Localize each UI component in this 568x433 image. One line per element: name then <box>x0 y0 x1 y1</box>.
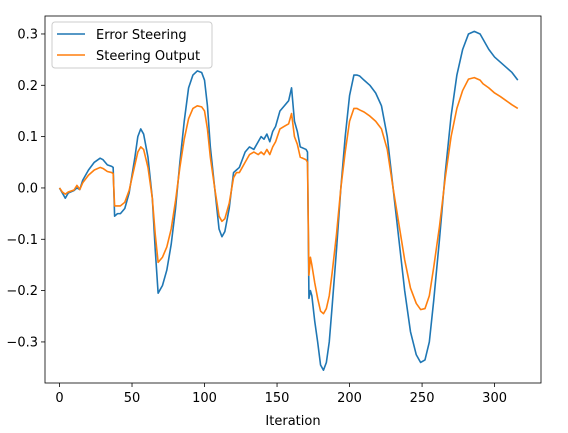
x-tick-label: 250 <box>410 391 435 406</box>
x-tick-label: 300 <box>482 391 507 406</box>
x-tick-label: 100 <box>192 391 217 406</box>
legend-box <box>51 21 213 69</box>
y-tick-label: −0.3 <box>6 335 38 350</box>
legend-label-steering-output: Steering Output <box>96 49 200 64</box>
y-tick-label: 0.3 <box>17 27 38 42</box>
y-tick-label: −0.1 <box>6 233 38 248</box>
series-line-steering-output <box>58 76 519 315</box>
y-axis: −0.3 −0.2 −0.1 0.0 0.1 0.2 0.3 <box>6 27 45 350</box>
legend: Error Steering Steering Output <box>51 21 213 69</box>
x-axis-label: Iteration <box>265 414 320 429</box>
series-line-error-steering <box>58 30 519 371</box>
y-tick-label: 0.0 <box>17 181 38 196</box>
x-tick-label: 0 <box>55 391 63 406</box>
x-tick-label: 50 <box>124 391 141 406</box>
y-tick-label: −0.2 <box>6 284 38 299</box>
x-tick-label: 150 <box>265 391 290 406</box>
legend-label-error-steering: Error Steering <box>96 28 187 43</box>
y-tick-label: 0.1 <box>17 130 38 145</box>
plot-lines <box>58 30 519 371</box>
x-axis: 0 50 100 150 200 250 300 <box>55 383 507 406</box>
x-tick-label: 200 <box>337 391 362 406</box>
plot-frame <box>44 15 542 384</box>
y-tick-label: 0.2 <box>17 79 38 94</box>
